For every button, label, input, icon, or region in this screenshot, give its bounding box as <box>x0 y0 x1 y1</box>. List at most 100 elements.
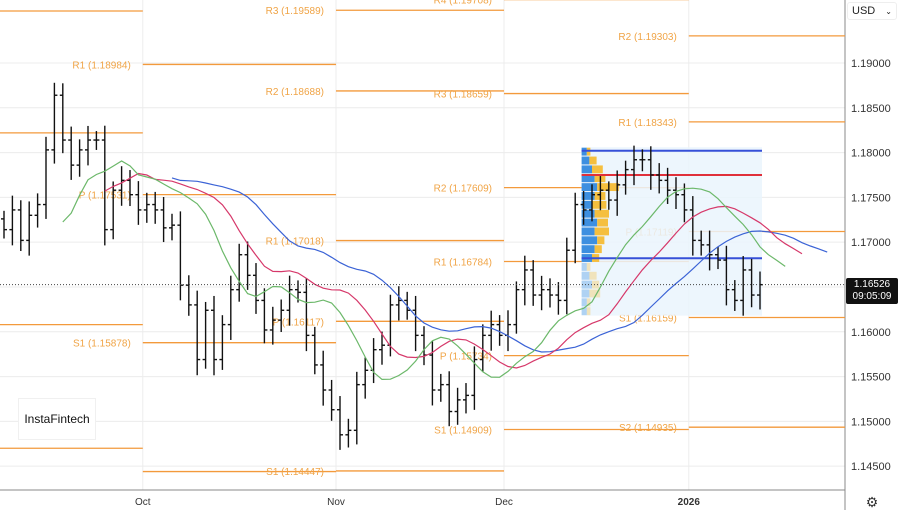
pivot-label: R3 (1.19589) <box>266 6 324 17</box>
ohlc-bar <box>555 282 562 315</box>
pivot-label: R1 (1.18984) <box>72 60 130 71</box>
volume-profile-up-bar <box>581 271 590 280</box>
pivot-label: P (1.15734) <box>440 352 492 363</box>
ohlc-bar <box>337 396 343 450</box>
currency-selector[interactable]: USD ⌄ <box>847 2 897 20</box>
ohlc-bar <box>278 299 285 332</box>
ohlc-bar <box>253 263 259 314</box>
ohlc-bar <box>85 125 91 166</box>
current-price-tag: 1.16526 09:05:09 <box>846 278 898 304</box>
ohlc-bar <box>211 295 217 376</box>
volume-profile-up-bar <box>581 192 595 200</box>
ohlc-bar <box>748 258 755 308</box>
ohlc-bar <box>706 230 713 271</box>
pivot-label: S2 (1.14935) <box>619 423 677 434</box>
ohlc-bar <box>76 139 83 177</box>
ohlc-bar <box>194 290 201 376</box>
y-tick-label: 1.17000 <box>851 237 891 249</box>
ohlc-bar <box>437 373 444 402</box>
ohlc-bar <box>379 331 385 365</box>
ohlc-bar <box>152 191 159 224</box>
ohlc-bar <box>639 149 646 172</box>
ohlc-bar <box>320 350 327 406</box>
current-price: 1.16526 <box>853 279 891 290</box>
ohlc-bar <box>135 181 142 225</box>
ohlc-bar <box>572 192 579 264</box>
ohlc-bar <box>169 213 175 241</box>
pivot-label: R2 (1.18688) <box>266 87 324 98</box>
volume-profile-up-bar <box>581 165 592 174</box>
ohlc-bar <box>563 237 570 315</box>
ohlc-bar <box>681 183 688 223</box>
ohlc-bar <box>110 181 117 240</box>
ohlc-bar <box>513 281 520 334</box>
pivot-label: R1 (1.16784) <box>434 258 492 269</box>
pivot-label: R4 (1.19708) <box>434 0 492 7</box>
ohlc-bar <box>345 418 352 448</box>
ohlc-bar <box>328 379 335 421</box>
volume-profile-up-bar <box>581 156 590 165</box>
pivot-label: S1 (1.14447) <box>266 467 324 478</box>
ohlc-bar <box>580 191 587 225</box>
volume-profile-down-bar <box>594 245 602 254</box>
ohlc-bar <box>311 326 318 375</box>
ohlc-bar <box>26 201 33 256</box>
pivot-label: R2 (1.17609) <box>434 184 492 195</box>
volume-profile-up-bar <box>581 227 595 236</box>
ohlc-bar <box>479 324 486 372</box>
y-tick-label: 1.16000 <box>851 327 891 339</box>
ohlc-bar <box>51 82 58 164</box>
volume-profile-down-bar <box>589 289 601 298</box>
y-tick-label: 1.15500 <box>851 372 891 384</box>
ohlc-bar <box>656 163 663 194</box>
ohlc-bar <box>505 310 511 352</box>
ohlc-bar <box>227 275 234 340</box>
ohlc-bar <box>496 315 503 346</box>
pivot-label: R1 (1.17018) <box>266 237 324 248</box>
alligator-jaw-line <box>171 177 828 353</box>
ohlc-bar <box>723 245 730 306</box>
volume-profile-up-bar <box>581 183 598 192</box>
ohlc-bar <box>673 177 679 210</box>
volume-profile-up-bar <box>581 174 595 183</box>
volume-profile-up-bar <box>581 280 592 289</box>
volume-profile-down-bar <box>597 218 608 227</box>
ohlc-bar <box>446 371 453 427</box>
ohlc-bar <box>185 275 192 316</box>
ohlc-bar <box>362 357 369 399</box>
ohlc-bar <box>521 255 528 306</box>
bar-countdown: 09:05:09 <box>852 291 892 302</box>
volume-profile-up-bar <box>581 307 587 316</box>
y-tick-label: 1.18500 <box>851 103 891 115</box>
ohlc-bar <box>731 280 738 311</box>
volume-profile-down-bar <box>586 262 591 271</box>
ohlc-bar <box>177 211 184 301</box>
volume-profile-up-bar <box>581 218 598 227</box>
ohlc-bar <box>59 83 66 154</box>
ohlc-bar <box>631 145 637 186</box>
volume-profile-up-bar <box>581 245 595 254</box>
ohlc-bar <box>622 160 629 195</box>
volume-profile-up-bar <box>581 209 595 218</box>
volume-profile-down-bar <box>586 298 591 307</box>
volume-profile-down-bar <box>594 227 609 236</box>
ohlc-bar <box>353 371 360 445</box>
gear-icon[interactable]: ⚙ <box>865 494 879 510</box>
chevron-down-icon: ⌄ <box>885 6 892 16</box>
ohlc-bar <box>269 306 276 345</box>
ohlc-bar <box>202 301 209 369</box>
logo-text: InstaFintech <box>24 412 90 426</box>
volume-profile-down-bar <box>594 209 609 218</box>
y-tick-label: 1.14500 <box>851 461 891 473</box>
ohlc-bar <box>454 387 461 425</box>
ohlc-bar <box>463 383 469 414</box>
alligator-lips-line <box>62 160 786 381</box>
ohlc-bar <box>412 295 419 352</box>
pivot-label: S1 (1.16159) <box>619 314 677 325</box>
ohlc-bar <box>219 315 226 370</box>
y-tick-label: 1.15000 <box>851 416 891 428</box>
y-tick-label: 1.18000 <box>851 148 891 160</box>
y-tick-label: 1.19000 <box>851 58 891 70</box>
volume-profile-down-bar <box>592 200 607 209</box>
